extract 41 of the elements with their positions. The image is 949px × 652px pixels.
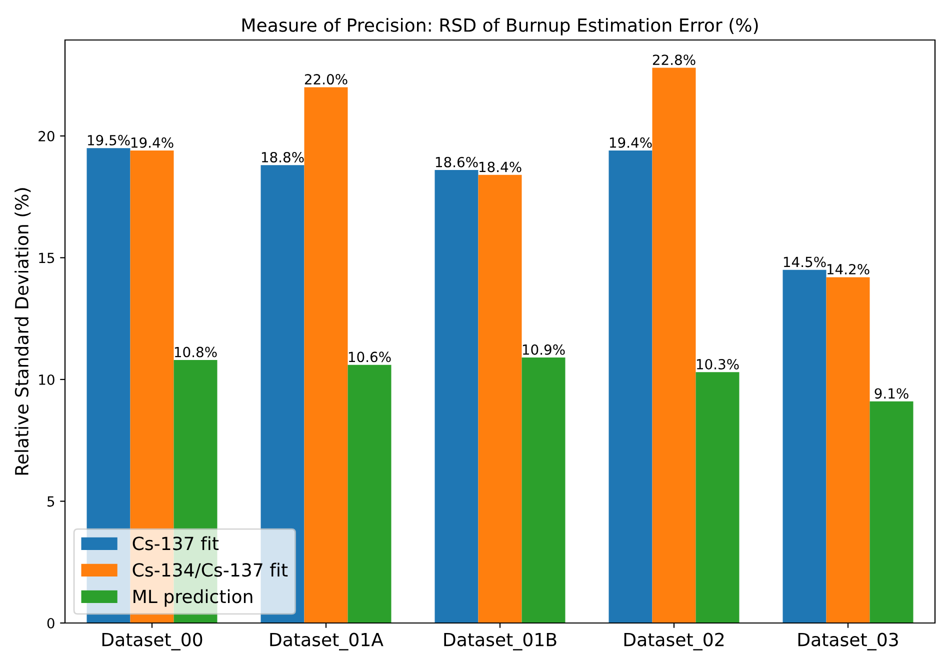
bar: [652, 68, 696, 623]
data-label: 18.4%: [479, 162, 522, 172]
legend-label: Cs-134/Cs-137 fit: [132, 562, 288, 578]
x-tick-label: Dataset_00: [102, 632, 202, 650]
data-label: 14.2%: [827, 264, 870, 275]
legend-label: ML prediction: [134, 589, 252, 607]
data-label: 10.3%: [696, 358, 739, 370]
bar: [782, 270, 826, 623]
data-label: 9.1%: [874, 388, 908, 399]
x-tick-label: Dataset_01B: [444, 632, 556, 650]
bar: [434, 170, 478, 623]
data-label: 22.0%: [304, 74, 348, 85]
y-tick-label: 0: [47, 618, 54, 628]
data-label: 18.6%: [436, 156, 478, 168]
data-label: 10.6%: [348, 352, 391, 362]
data-label: 14.5%: [784, 256, 826, 268]
bar: [608, 150, 652, 623]
y-tick-label: 10: [39, 374, 54, 385]
legend-label: Cs-137 fit: [132, 536, 219, 550]
y-tick-label: 5: [48, 496, 54, 507]
data-label: 19.5%: [88, 134, 130, 146]
bar: [522, 358, 566, 623]
bar: [478, 174, 522, 623]
y-tick-label: 20: [38, 130, 54, 142]
bar: [304, 87, 348, 623]
data-label: 10.9%: [522, 344, 565, 355]
x-tick-label: Dataset_03: [798, 632, 898, 650]
x-tick-label: Dataset_02: [624, 632, 724, 650]
x-tick-label: Dataset_01A: [270, 632, 384, 650]
data-label: 19.4%: [131, 137, 174, 148]
y-tick-label: 15: [39, 252, 54, 264]
y-axis-title: Relative Standard Deviation (%): [14, 188, 31, 475]
bar: [348, 364, 392, 623]
bar: [870, 401, 914, 623]
data-label: 22.8%: [652, 54, 696, 66]
bar: [826, 277, 870, 623]
chart-title: Measure of Precision: RSD of Burnup Estimation Error (%): [242, 18, 758, 36]
bar: [696, 372, 740, 623]
data-label: 19.4%: [610, 137, 652, 148]
data-label: 18.8%: [262, 152, 304, 162]
data-label: 10.8%: [174, 346, 217, 358]
